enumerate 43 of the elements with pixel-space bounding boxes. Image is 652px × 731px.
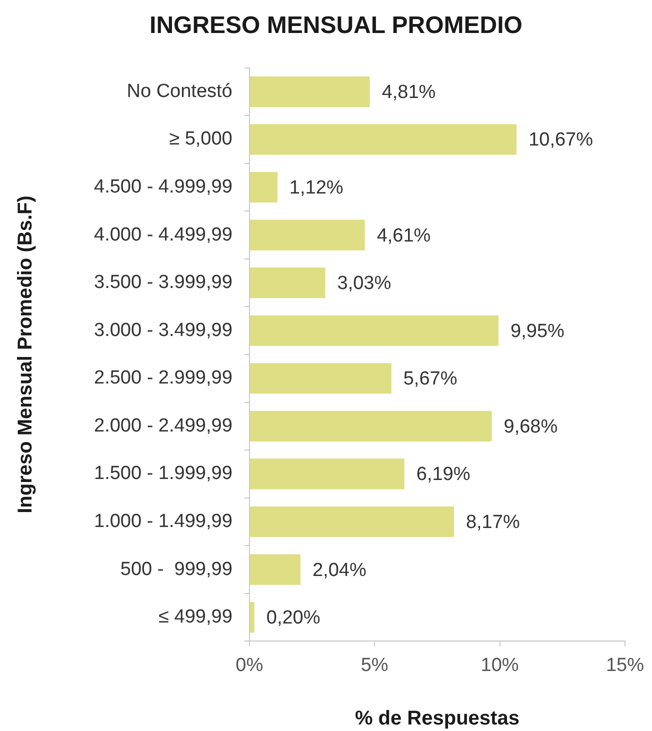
data-label: 9,68% [504,416,558,438]
bar [250,315,499,346]
bar [250,268,326,298]
data-label: 9,95% [510,320,565,342]
bar [250,172,278,203]
y-tick-label: ≥ 5,000 [169,128,232,150]
y-tick-label: 3.000 - 3.499,99 [94,320,232,341]
x-tick-label: 0% [236,654,264,676]
bar [250,554,300,585]
y-tick-label: 1.000 - 1.499,99 [94,510,232,532]
data-label: 4,81% [382,82,436,103]
data-label: 8,17% [466,512,520,533]
y-tick-label: 2.000 - 2.499,99 [94,415,232,436]
bar [250,506,454,538]
y-tick-label: 500 - 999,99 [120,558,232,580]
bar [250,76,370,107]
y-tick-label: 4.000 - 4.499,99 [94,224,232,246]
y-axis-title: Ingreso Mensual Promedio (Bs.F) [14,196,37,514]
y-tick-label: 1.500 - 1.999,99 [94,463,232,484]
bar [250,458,404,490]
y-tick-label: 4.500 - 4.999,99 [94,176,232,198]
x-tick-label: 5% [360,654,388,676]
bar [250,363,392,394]
x-tick-label: 15% [606,654,644,676]
x-axis-title: % de Respuestas [354,708,520,730]
y-tick-label: 3.500 - 3.999,99 [94,272,232,294]
data-label: 4,61% [376,225,431,246]
bar [250,124,517,155]
data-label: 2,04% [312,560,366,581]
data-label: 10,67% [528,130,594,151]
y-tick-label: 2.500 - 2.999,99 [94,368,232,389]
bar [250,220,365,250]
chart-title: INGRESO MENSUAL PROMEDIO [150,12,522,40]
bar [250,410,492,442]
y-tick-label: No Contestó [126,80,232,102]
data-label: 5,67% [403,368,458,390]
data-label: 1,12% [289,177,344,198]
data-label: 6,19% [416,464,470,486]
x-tick-label: 10% [480,654,519,676]
bar [250,602,254,633]
y-tick-label: ≤ 499,99 [158,606,232,628]
data-label: 3,03% [337,273,392,294]
data-label: 0,20% [266,608,320,629]
